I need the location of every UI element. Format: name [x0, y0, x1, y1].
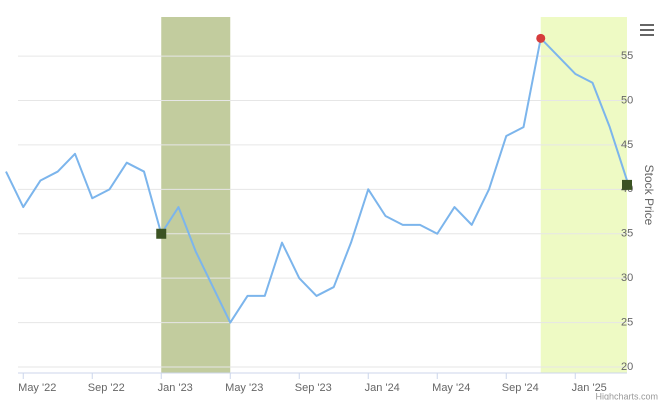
y-tick-label: 35	[621, 228, 633, 240]
x-tick-label: Jan '25	[572, 382, 607, 394]
plot-band	[540, 17, 627, 373]
x-tick-label: Jan '23	[158, 382, 193, 394]
x-tick-label: Sep '23	[295, 382, 332, 394]
marker	[622, 179, 632, 190]
x-tick-label: May '24	[432, 382, 470, 394]
y-axis-title: Stock Price	[642, 165, 656, 226]
y-tick-label: 30	[621, 272, 633, 284]
x-tick-label: Sep '24	[502, 382, 539, 394]
marker	[536, 33, 546, 43]
price-line	[5, 37, 628, 324]
x-tick-label: Jan '24	[365, 382, 400, 394]
y-tick-label: 20	[621, 361, 633, 373]
marker	[156, 228, 167, 239]
y-tick-label: 50	[621, 94, 633, 106]
y-tick-label: 25	[621, 316, 633, 328]
x-tick-label: May '22	[18, 382, 56, 394]
y-tick-label: 45	[621, 139, 633, 151]
y-tick-label: 55	[621, 50, 633, 62]
x-tick-label: May '23	[225, 382, 263, 394]
plot-band	[161, 17, 231, 373]
menu-icon[interactable]	[638, 22, 656, 38]
credits: Highcharts.com	[595, 391, 658, 400]
x-tick-label: Sep '22	[88, 382, 125, 394]
